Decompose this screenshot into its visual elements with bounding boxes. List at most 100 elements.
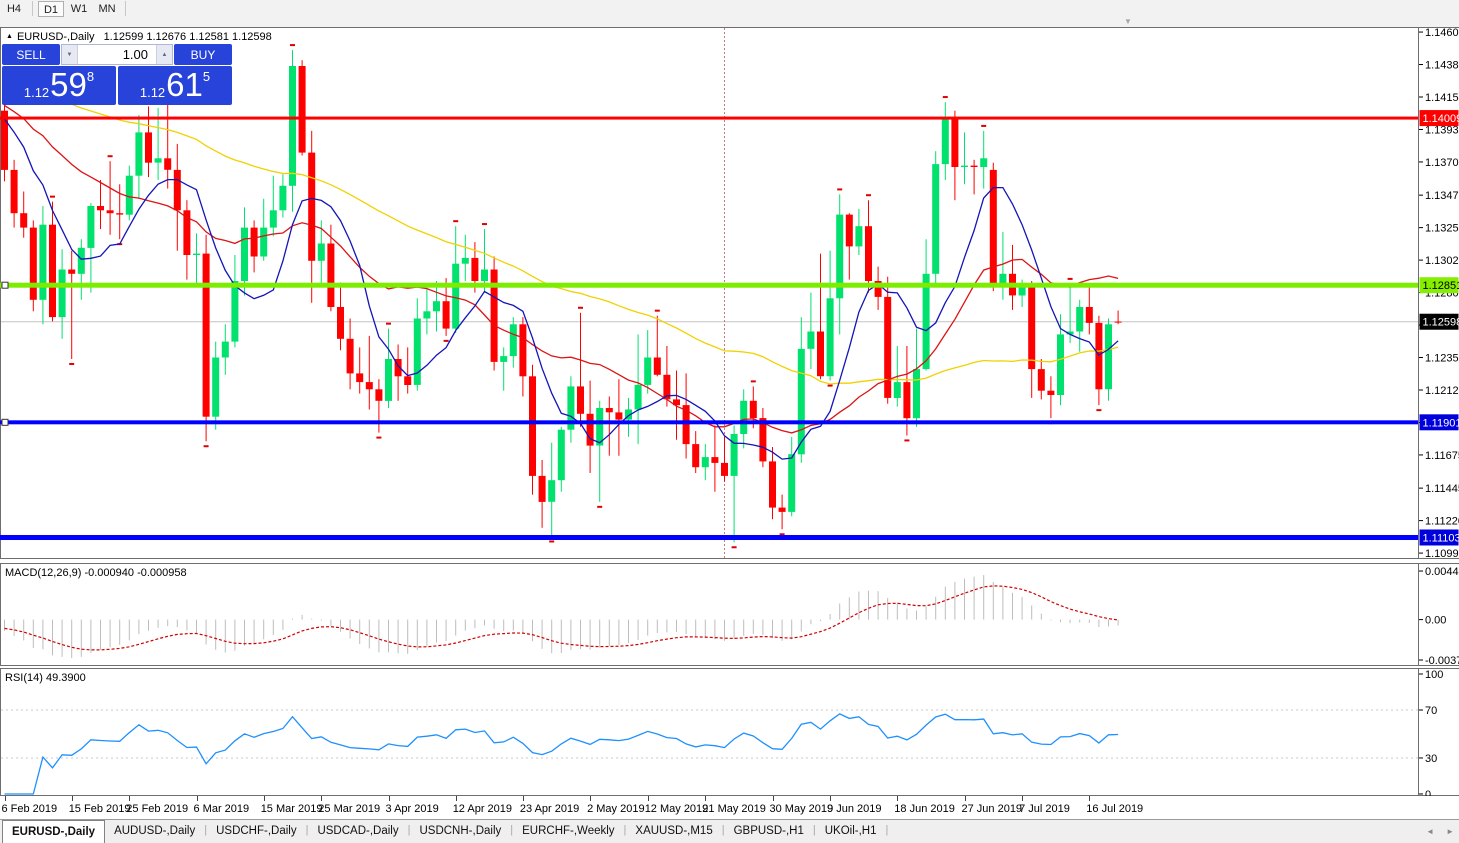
sell-price-pipette: 8: [86, 69, 95, 84]
buy-price-pipette: 5: [202, 69, 211, 84]
macd-histogram: [4, 575, 1119, 658]
svg-text:1.11901: 1.11901: [1423, 417, 1459, 429]
triangle-down-icon: ▼: [66, 51, 73, 58]
date-tick: [897, 796, 899, 801]
volume-increase-button[interactable]: ▲: [156, 45, 172, 64]
chart-tab-eurchf-weekly[interactable]: EURCHF-,Weekly: [522, 825, 615, 837]
ma-line-20: [4, 104, 1119, 434]
collapse-triangle-icon[interactable]: ▲: [6, 33, 13, 40]
date-tick: [388, 796, 390, 801]
tab-separator: |: [204, 824, 208, 836]
svg-text:1.13705: 1.13705: [1425, 157, 1459, 169]
svg-text:0: 0: [1425, 789, 1431, 796]
date-tick: [590, 796, 592, 801]
date-tick: [196, 796, 198, 801]
rsi-indicator-pane[interactable]: 100 70 30 0: [0, 668, 1459, 796]
chart-shift-marker-icon: ▼: [1124, 17, 1132, 26]
timeframe-button-w1[interactable]: W1: [70, 3, 88, 15]
date-tick: [129, 796, 131, 801]
chart-symbol-header: ▲ EURUSD-,Daily 1.12599 1.12676 1.12581 1.…: [6, 31, 272, 43]
hline-1.14009: [0, 116, 1418, 120]
tab-separator: |: [812, 824, 816, 836]
date-label: 25 Feb 2019: [126, 803, 189, 815]
date-tick: [1089, 796, 1091, 801]
price-tag-1.11901: 1.11901: [1419, 414, 1459, 431]
sell-price-big-digits: 59: [50, 66, 87, 103]
svg-text:1.12851: 1.12851: [1423, 280, 1459, 292]
chart-tab-audusd-daily[interactable]: AUDUSD-,Daily: [114, 825, 196, 837]
macd-scale: 0.004465 0.00 -0.003715: [1419, 566, 1459, 666]
svg-text:30: 30: [1425, 753, 1437, 765]
svg-text:1.11103: 1.11103: [1423, 532, 1459, 544]
date-label: 27 Jun 2019: [961, 803, 1023, 815]
svg-text:1.14605: 1.14605: [1425, 27, 1459, 39]
date-label: 21 May 2019: [702, 803, 766, 815]
tab-scroll-right-icon[interactable]: ►: [1446, 826, 1454, 836]
timeframe-button-h4[interactable]: H4: [6, 3, 22, 15]
date-tick: [321, 796, 323, 801]
tab-separator: |: [305, 824, 309, 836]
volume-input[interactable]: 1.00: [122, 47, 148, 62]
date-tick: [705, 796, 707, 801]
tab-separator: |: [407, 824, 411, 836]
chart-tab-gbpusd-h1[interactable]: GBPUSD-,H1: [733, 825, 804, 837]
triangle-up-icon: ▲: [161, 51, 168, 58]
sell-button[interactable]: SELL: [2, 44, 60, 65]
svg-text:1.12350: 1.12350: [1425, 353, 1459, 365]
macd-indicator-pane[interactable]: 0.004465 0.00 -0.003715: [0, 563, 1459, 666]
svg-text:-0.003715: -0.003715: [1425, 655, 1459, 666]
chart-tab-xauusd-m15[interactable]: XAUUSD-,M15: [635, 825, 713, 837]
date-label: 2 May 2019: [587, 803, 645, 815]
price-tag-1.12598: 1.12598: [1419, 313, 1459, 330]
hline-handle: [1, 418, 9, 426]
tab-scroll-left-icon[interactable]: ◄: [1426, 826, 1435, 836]
main-price-chart[interactable]: 1.14605 1.14380 1.14155 1.13930 1.13705 1.134…: [0, 27, 1459, 559]
macd-signal-line: [4, 585, 1119, 651]
svg-text:1.13025: 1.13025: [1425, 255, 1459, 267]
volume-control: ▼ 1.00 ▲: [61, 44, 173, 65]
svg-text:1.11675: 1.11675: [1425, 450, 1459, 462]
sell-price-prefix: 1.12: [23, 85, 50, 100]
date-label: 3 Apr 2019: [385, 803, 439, 815]
svg-text:1.13475: 1.13475: [1425, 190, 1459, 202]
one-click-trading-panel: SELL ▼ 1.00 ▲ BUY 1.12 59 8 1.12 61 5: [2, 44, 232, 105]
hline-1.11901: [0, 420, 1418, 425]
chart-tab-eurusd-daily[interactable]: EURUSD-,Daily: [2, 820, 106, 843]
timeframe-button-mn[interactable]: MN: [98, 3, 116, 15]
timeframe-button-d1[interactable]: D1: [38, 1, 64, 17]
svg-text:0.00: 0.00: [1425, 615, 1446, 627]
volume-decrease-button[interactable]: ▼: [62, 45, 78, 64]
date-label: 25 Mar 2019: [318, 803, 381, 815]
hline-handle: [1, 281, 9, 289]
svg-text:1.14155: 1.14155: [1425, 92, 1459, 104]
svg-text:1.11445: 1.11445: [1425, 483, 1459, 495]
date-tick: [263, 796, 265, 801]
date-tick: [830, 796, 832, 801]
date-label: 30 May 2019: [769, 803, 834, 815]
buy-price-display[interactable]: 1.12 61 5: [118, 66, 232, 105]
chart-symbol-label: EURUSD-,Daily: [16, 31, 95, 43]
svg-text:70: 70: [1425, 705, 1437, 717]
candles: [1, 50, 1122, 543]
chart-tab-usdcad-daily[interactable]: USDCAD-,Daily: [317, 825, 399, 837]
date-axis: 6 Feb 2019 15 Feb 2019 25 Feb 2019 6 Mar 20…: [0, 796, 1459, 818]
date-label: 15 Feb 2019: [68, 803, 131, 815]
buy-price-prefix: 1.12: [139, 85, 166, 100]
date-tick: [647, 796, 649, 801]
price-tag-1.14009: 1.14009: [1419, 110, 1459, 127]
tab-separator: |: [623, 824, 627, 836]
date-tick: [964, 796, 966, 801]
chart-tab-ukoil-h1[interactable]: UKOil-,H1: [824, 825, 877, 837]
date-label: 9 Jun 2019: [827, 803, 882, 815]
chart-tab-usdcnh-daily[interactable]: USDCNH-,Daily: [419, 825, 502, 837]
tab-separator: |: [510, 824, 514, 836]
hline-1.11103: [0, 534, 1418, 540]
buy-button[interactable]: BUY: [174, 44, 232, 65]
sell-price-display[interactable]: 1.12 59 8: [2, 66, 116, 105]
chart-tab-usdchf-daily[interactable]: USDCHF-,Daily: [216, 825, 297, 837]
svg-text:0.004465: 0.004465: [1425, 566, 1459, 578]
svg-text:100: 100: [1425, 669, 1443, 681]
date-tick: [772, 796, 774, 801]
chart-tab-bar: EURUSD-,Daily AUDUSD-,Daily | USDCHF-,Daily…: [0, 819, 1459, 843]
date-tick: [71, 796, 73, 801]
